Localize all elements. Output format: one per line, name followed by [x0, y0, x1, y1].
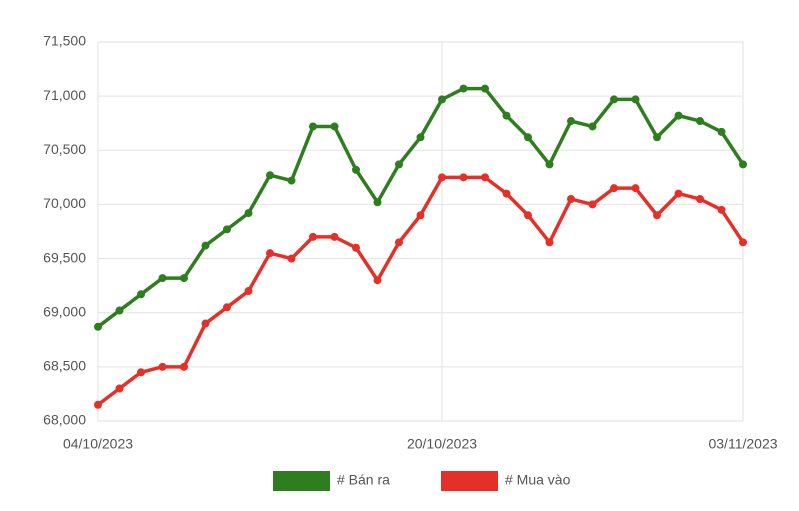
- data-point: [588, 200, 597, 209]
- data-point: [330, 122, 339, 131]
- y-tick-label: 69,500: [43, 249, 86, 265]
- data-point: [137, 368, 145, 377]
- data-point: [115, 306, 124, 315]
- data-point: [309, 122, 317, 131]
- data-point: [524, 211, 532, 220]
- data-point: [610, 184, 618, 193]
- data-point: [545, 160, 554, 169]
- x-tick-label: 03/11/2023: [708, 436, 777, 452]
- data-point: [180, 274, 188, 283]
- data-point: [352, 243, 360, 252]
- data-point: [459, 84, 468, 93]
- data-point: [395, 238, 403, 247]
- data-point: [416, 133, 425, 142]
- legend-label: # Mua vào: [505, 472, 571, 488]
- data-point: [653, 211, 661, 220]
- data-point: [631, 95, 640, 104]
- data-point: [223, 225, 231, 234]
- data-point: [287, 254, 296, 263]
- x-tick-label: 04/10/2023: [63, 436, 133, 452]
- data-point: [739, 160, 747, 169]
- data-point: [674, 189, 683, 198]
- data-point: [696, 195, 704, 204]
- data-point: [201, 241, 210, 250]
- data-point: [502, 189, 511, 198]
- data-point: [115, 384, 124, 393]
- x-tick-label: 20/10/2023: [407, 436, 477, 452]
- data-point: [717, 127, 726, 136]
- data-point: [481, 84, 489, 93]
- data-point: [438, 173, 446, 182]
- data-point: [180, 362, 188, 371]
- data-point: [287, 176, 296, 185]
- data-point: [567, 195, 575, 204]
- data-point: [373, 276, 382, 285]
- y-tick-label: 68,500: [43, 358, 86, 374]
- data-point: [696, 117, 704, 126]
- series-line: [96, 86, 745, 329]
- data-point: [352, 165, 360, 174]
- data-point: [94, 400, 102, 409]
- data-point: [395, 160, 403, 169]
- data-point: [266, 249, 274, 258]
- data-point: [201, 319, 210, 328]
- data-point: [94, 322, 102, 331]
- y-tick-label: 71,000: [43, 87, 86, 103]
- y-tick-label: 70,000: [43, 195, 86, 211]
- data-point: [502, 111, 511, 120]
- data-point: [158, 362, 167, 371]
- data-point: [717, 205, 726, 214]
- y-tick-label: 71,500: [43, 33, 86, 49]
- data-point: [610, 95, 618, 104]
- data-point: [524, 133, 532, 142]
- data-point: [481, 173, 489, 182]
- y-tick-label: 68,000: [43, 412, 86, 428]
- data-point: [588, 122, 597, 131]
- data-point: [266, 171, 274, 180]
- data-point: [309, 232, 317, 241]
- legend-swatch: [441, 471, 498, 491]
- data-point: [137, 290, 145, 299]
- data-point: [244, 287, 253, 296]
- data-point: [330, 232, 339, 241]
- data-point: [653, 133, 661, 142]
- data-point: [631, 184, 640, 193]
- data-point: [459, 173, 468, 182]
- data-point: [223, 303, 231, 312]
- data-point: [674, 111, 683, 120]
- data-point: [545, 238, 554, 247]
- data-point: [416, 211, 425, 220]
- legend-label: # Bán ra: [337, 472, 390, 488]
- data-point: [158, 274, 167, 283]
- y-tick-label: 69,000: [43, 303, 86, 319]
- data-point: [567, 117, 575, 126]
- data-point: [244, 209, 253, 218]
- legend-swatch: [273, 471, 330, 491]
- y-tick-label: 70,500: [43, 141, 86, 157]
- data-point: [373, 198, 382, 207]
- data-point: [739, 238, 747, 247]
- data-point: [438, 95, 446, 104]
